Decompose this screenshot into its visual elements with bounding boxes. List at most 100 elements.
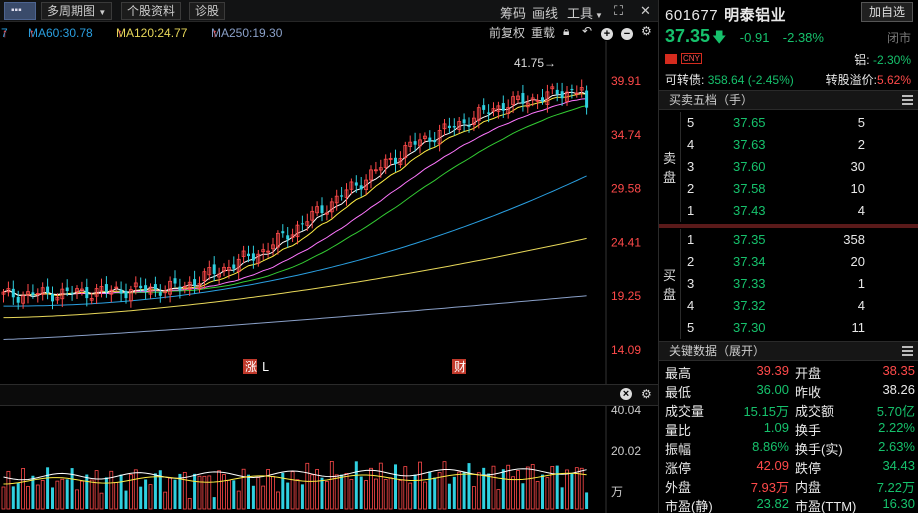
buy-order-row[interactable]: 1 37.35 358 — [681, 229, 918, 251]
candle-body — [295, 224, 300, 238]
tools-menu[interactable]: 工具 ▼ — [567, 3, 603, 22]
key-data-label: 市盈(静) — [665, 499, 713, 513]
key-data-label: 最高 — [665, 366, 692, 381]
candle-body — [182, 285, 187, 288]
candle-body — [585, 90, 589, 108]
lock-icon[interactable]: 🔒︎ — [563, 24, 570, 38]
zoom-out-icon[interactable]: − — [621, 24, 633, 40]
volume-bar — [40, 480, 45, 510]
volume-bar — [26, 485, 30, 510]
volume-bar — [541, 474, 544, 509]
kline-chart[interactable]: 39.91 34.74 29.58 24.41 19.25 14.09 40.04 20.02… — [0, 41, 658, 513]
candle-body — [310, 210, 315, 221]
buy-order-row[interactable]: 3 37.33 1 — [681, 273, 918, 295]
key-data-header[interactable]: 关键数据（展开） — [659, 341, 918, 361]
buy-order-row[interactable]: 4 37.32 4 — [681, 295, 918, 317]
volume-bar — [452, 476, 456, 509]
candle-body — [114, 286, 119, 289]
candle-body — [212, 264, 216, 274]
settings-gear-icon[interactable]: ⚙ — [641, 24, 652, 38]
candle-body — [340, 195, 344, 197]
volume-settings-gear-icon[interactable]: ⚙ — [641, 387, 652, 401]
stock-code: 601677 — [665, 7, 719, 24]
draw-line-button[interactable]: 画线 — [532, 6, 559, 21]
volume-bar — [99, 492, 104, 510]
expand-icon[interactable]: ⛶ — [614, 3, 624, 18]
adjust-button[interactable]: 前复权 — [489, 26, 526, 40]
candle-body — [261, 249, 266, 253]
volume-bar — [75, 489, 79, 510]
candle-body — [104, 284, 108, 292]
volume-bar — [535, 481, 540, 510]
convertible-value: 358.64 — [707, 73, 745, 87]
order-price: 37.30 — [733, 320, 766, 335]
more-icon: ▪▪▪ — [11, 5, 22, 16]
close-icon[interactable]: ✕ — [640, 3, 651, 18]
candle-body — [128, 289, 133, 302]
aluminum-pct: -2.30% — [872, 53, 911, 67]
candle-body — [349, 181, 354, 190]
volume-bar — [383, 479, 388, 510]
volume-tick-label: 40.04 — [611, 403, 641, 417]
buy-orders: 买盘 1 37.35 358 2 37.34 20 3 37.33 1 4 37… — [659, 229, 918, 339]
candle-body — [35, 293, 40, 295]
close-panel-icon[interactable]: × — [620, 388, 632, 400]
multi-period-button[interactable]: 多周期图 ▼ — [41, 2, 113, 20]
candle-body — [550, 86, 555, 90]
price-tick-label: 19.25 — [611, 289, 641, 303]
candle-body — [232, 264, 236, 269]
volume-bar — [442, 461, 447, 510]
candle-body — [452, 126, 456, 128]
volume-bar — [178, 473, 182, 509]
candle-body — [266, 250, 271, 253]
order-volume: 4 — [857, 298, 865, 313]
candle-body — [359, 185, 363, 190]
key-data-label: 换手(实) — [795, 442, 843, 457]
diagnose-button[interactable]: 诊股 — [189, 2, 226, 20]
price-change-pct: -2.38% — [782, 30, 824, 45]
candle-body — [422, 135, 427, 139]
related-commodity-row: CNY 铝: -2.30% — [665, 51, 915, 67]
volume-bar — [305, 462, 310, 510]
sell-order-row[interactable]: 2 37.58 10 — [681, 178, 918, 200]
volume-bar — [437, 472, 442, 510]
order-volume: 10 — [850, 181, 865, 196]
sell-order-row[interactable]: 3 37.60 30 — [681, 156, 918, 178]
event-marker: 财 — [454, 360, 466, 374]
volume-bar — [212, 497, 216, 509]
menu-icon[interactable] — [902, 346, 913, 356]
volume-ma10-line — [3, 472, 587, 485]
candle-body — [579, 87, 584, 91]
candle-body — [6, 288, 11, 293]
zoom-in-icon[interactable]: + — [601, 24, 613, 40]
candle-body — [394, 157, 397, 164]
add-favorite-button[interactable]: 加自选 — [860, 2, 913, 22]
volume-bar — [226, 479, 231, 510]
sell-order-row[interactable]: 5 37.65 5 — [681, 112, 918, 134]
stock-header: 601677 明泰铝业 — [665, 4, 786, 25]
buy-order-row[interactable]: 2 37.34 20 — [681, 251, 918, 273]
candle-body — [408, 141, 413, 147]
volume-bar — [124, 490, 128, 509]
sell-order-row[interactable]: 1 37.43 4 — [681, 200, 918, 222]
candle-body — [21, 295, 26, 304]
candle-body — [202, 271, 207, 281]
candle-body — [506, 107, 511, 114]
reload-button[interactable]: 重载 — [531, 26, 556, 40]
volume-bar — [394, 464, 397, 509]
stock-profile-button[interactable]: 个股资料 — [121, 2, 182, 20]
volume-bar — [281, 472, 285, 509]
candle-body — [109, 289, 114, 295]
sell-order-row[interactable]: 4 37.63 2 — [681, 134, 918, 156]
more-menu-button[interactable]: ▪▪▪ — [4, 2, 36, 20]
orderbook-header[interactable]: 买卖五档（手） — [659, 90, 918, 110]
undo-icon[interactable]: ↶ — [582, 24, 593, 38]
buy-order-row[interactable]: 5 37.30 11 — [681, 317, 918, 339]
menu-icon[interactable] — [902, 95, 913, 105]
volume-bar — [128, 474, 133, 510]
chips-button[interactable]: 筹码 — [500, 6, 527, 21]
volume-bar — [80, 480, 84, 510]
order-volume: 11 — [851, 320, 866, 335]
volume-bar — [266, 469, 271, 510]
volume-bar — [349, 479, 354, 510]
